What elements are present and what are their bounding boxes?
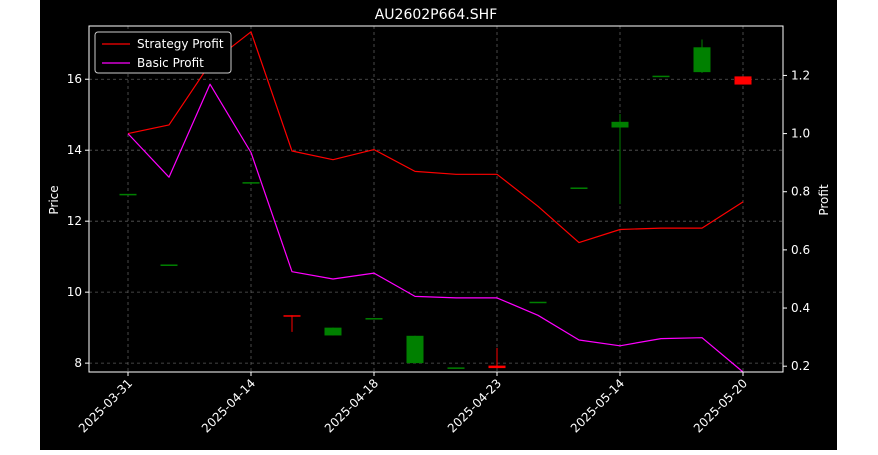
right-tick-label: 0.6 <box>791 243 810 257</box>
candle-body <box>734 76 752 85</box>
chart-title: AU2602P664.SHF <box>375 7 498 23</box>
candles <box>119 39 752 369</box>
candle-body <box>119 193 137 196</box>
candle-body <box>406 335 424 364</box>
legend: Strategy Profit Basic Profit <box>94 31 232 74</box>
left-tick-label: 14 <box>67 143 82 157</box>
plot-frame <box>88 25 784 373</box>
candle-body <box>529 301 547 304</box>
right-tick-label: 1.0 <box>791 127 810 141</box>
candle-body <box>652 75 670 78</box>
candle-body <box>283 315 301 317</box>
candle-body <box>447 367 465 369</box>
left-axis-label: Price <box>47 185 61 214</box>
left-tick-label: 12 <box>67 214 82 228</box>
grid-lines <box>89 26 783 372</box>
left-tick-label: 8 <box>74 356 82 370</box>
right-tick-label: 1.2 <box>791 68 810 82</box>
candle-body <box>242 182 260 184</box>
right-axis-label: Profit <box>817 184 831 216</box>
right-y-axis: 0.2 0.4 0.6 0.8 1.0 1.2 <box>783 68 810 373</box>
candle-body <box>488 365 506 369</box>
candle-body <box>570 187 588 189</box>
right-tick-label: 0.4 <box>791 301 810 315</box>
plot-area <box>89 26 783 372</box>
candle-body <box>365 318 383 320</box>
left-tick-label: 16 <box>67 72 82 86</box>
legend-strategy-label: Strategy Profit <box>137 37 224 51</box>
candle-body <box>693 47 711 73</box>
candle-body <box>160 264 178 266</box>
right-tick-label: 0.8 <box>791 185 810 199</box>
legend-basic-label: Basic Profit <box>137 56 204 70</box>
right-tick-label: 0.2 <box>791 359 810 373</box>
left-y-axis: 8 10 12 14 16 <box>67 72 89 370</box>
basic-profit-line <box>127 83 744 373</box>
candle-body <box>324 327 342 336</box>
left-tick-label: 10 <box>67 285 82 299</box>
candle-body <box>611 121 629 128</box>
